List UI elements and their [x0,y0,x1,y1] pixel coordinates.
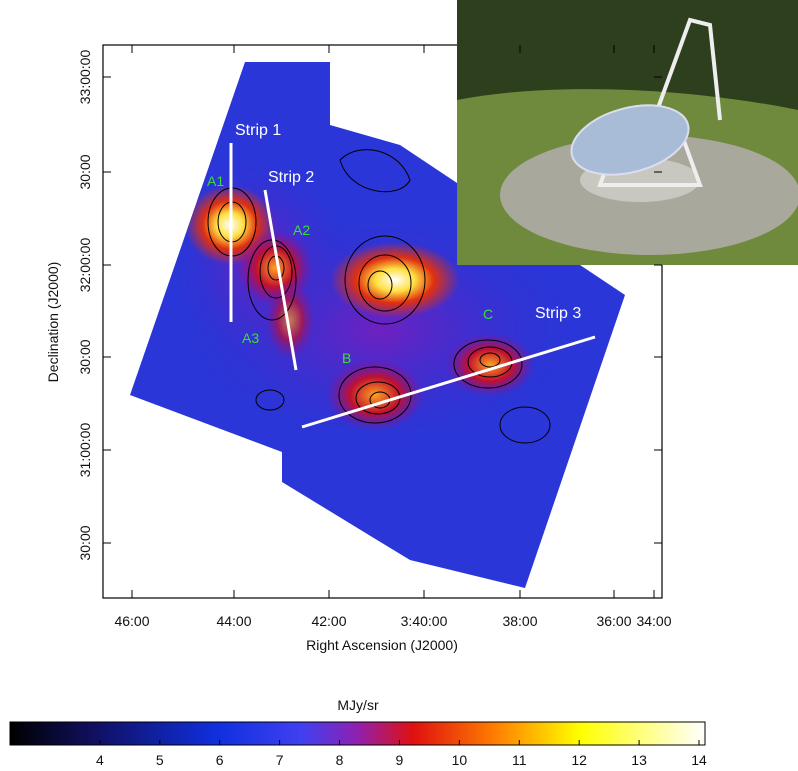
colorbar-tick-label: 7 [276,752,284,768]
region-label: A3 [242,330,259,346]
x-tick-label: 36:00 [596,613,631,629]
y-axis-label: Declination (J2000) [45,262,61,383]
colorbar-tick-label: 11 [512,752,527,768]
region-label: A2 [293,222,310,238]
colorbar-tick-label: 9 [396,752,404,768]
x-axis-label: Right Ascension (J2000) [306,637,458,653]
colorbar-tick-label: 5 [156,752,164,768]
x-tick-label: 38:00 [502,613,537,629]
strip-label: Strip 1 [235,122,281,139]
y-tick-label: 32:00:00 [77,238,93,293]
region-label: B [342,350,351,366]
region-label: A1 [207,173,224,189]
inset-photo [457,0,798,265]
strip-label: Strip 2 [268,169,314,186]
strip-label: Strip 3 [535,305,581,322]
colorbar-tick-label: 8 [336,752,344,768]
x-tick-label: 34:00 [636,613,671,629]
plot-frame [102,44,663,599]
colorbar-label: MJy/sr [337,697,379,713]
y-tick-label: 30:00 [77,525,93,560]
colorbar-tick-label: 6 [216,752,224,768]
colorbar [9,721,706,746]
x-tick-label: 46:00 [114,613,149,629]
y-tick-label: 30:00 [77,339,93,374]
colorbar-tick-label: 4 [96,752,104,768]
y-tick-label: 31:00:00 [77,423,93,478]
strip-lines [229,143,596,429]
colorbar-tick-label: 12 [571,752,587,768]
y-tick-label: 33:00:00 [77,50,93,105]
x-tick-label: 42:00 [311,613,346,629]
region-label: C [483,306,493,322]
colorbar-tick-label: 10 [452,752,468,768]
colorbar-tick-label: 13 [631,752,647,768]
y-tick-label: 30:00 [77,154,93,189]
x-tick-label: 44:00 [216,613,251,629]
x-tick-label: 3:40:00 [401,613,448,629]
colorbar-tick-label: 14 [691,752,707,768]
